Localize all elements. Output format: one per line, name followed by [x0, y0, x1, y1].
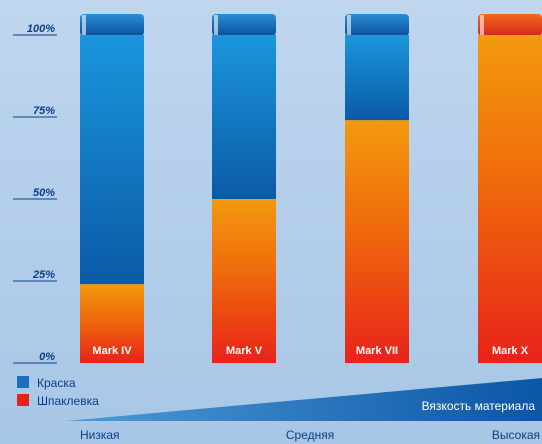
y-tick-label: 50%	[33, 187, 55, 199]
bar-segment-shpaklevka	[478, 35, 542, 363]
bar-category-label: Mark VII	[356, 345, 398, 357]
viscosity-level-label: Средняя	[286, 428, 334, 442]
bar-cap-highlight	[480, 15, 484, 35]
bar-cap-highlight	[82, 15, 86, 35]
y-tick-label: 0%	[39, 351, 55, 363]
bar-segment-kraska	[80, 35, 144, 285]
bar-cap-highlight	[214, 15, 218, 35]
bar-cap	[345, 14, 409, 36]
legend: Краска Шпаклевка	[17, 376, 99, 408]
legend-swatch	[17, 394, 29, 406]
y-tick-label: 100%	[27, 23, 55, 35]
bar-segment-shpaklevka	[345, 120, 409, 363]
bar-group: Mark V	[212, 14, 276, 363]
bar-segment-kraska	[212, 35, 276, 199]
bar-category-label: Mark V	[226, 345, 263, 357]
legend-label: Краска	[37, 376, 76, 390]
bar-group: Mark X	[478, 14, 542, 363]
y-tick-label: 75%	[33, 105, 55, 117]
bar-cap	[212, 14, 276, 36]
viscosity-level-label: Низкая	[80, 428, 120, 442]
bar-category-label: Mark X	[492, 345, 529, 357]
bars: Mark IV Mark V Mark VII Mark X	[80, 14, 542, 363]
legend-label: Шпаклевка	[37, 394, 99, 408]
bar-segment-shpaklevka	[212, 199, 276, 363]
y-axis: 0% 25% 50% 75% 100%	[13, 23, 57, 364]
bar-segment-kraska	[345, 35, 409, 121]
y-tick-label: 25%	[32, 269, 55, 281]
legend-swatch	[17, 376, 29, 388]
viscosity-scale: Вязкость материала Низкая Средняя Высокая	[66, 378, 542, 442]
bar-cap-highlight	[347, 15, 351, 35]
viscosity-level-label: Высокая	[492, 428, 540, 442]
bar-group: Mark VII	[345, 14, 409, 363]
viscosity-axis-label: Вязкость материала	[422, 399, 536, 413]
bar-cap	[478, 14, 542, 36]
bar-cap	[80, 14, 144, 36]
bar-category-label: Mark IV	[92, 345, 132, 357]
bar-group: Mark IV	[80, 14, 144, 363]
bar-segment-shpaklevka	[80, 284, 144, 363]
viscosity-wedge	[66, 378, 542, 421]
